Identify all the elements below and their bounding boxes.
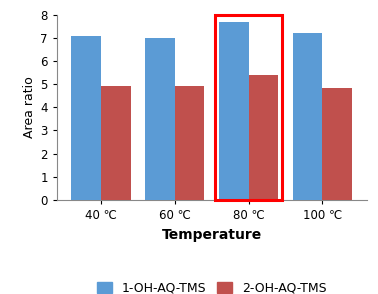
Legend: 1-OH-AQ-TMS, 2-OH-AQ-TMS: 1-OH-AQ-TMS, 2-OH-AQ-TMS — [92, 277, 331, 294]
Bar — [215, 15, 282, 200]
X-axis label: Temperature: Temperature — [161, 228, 262, 241]
Bar — [175, 86, 204, 200]
Y-axis label: Area ratio: Area ratio — [23, 76, 36, 138]
Bar — [293, 33, 322, 200]
Bar — [145, 38, 175, 200]
Bar — [101, 86, 130, 200]
Bar — [322, 88, 352, 200]
Bar — [71, 36, 101, 200]
Bar — [249, 75, 278, 200]
Bar — [219, 22, 249, 200]
